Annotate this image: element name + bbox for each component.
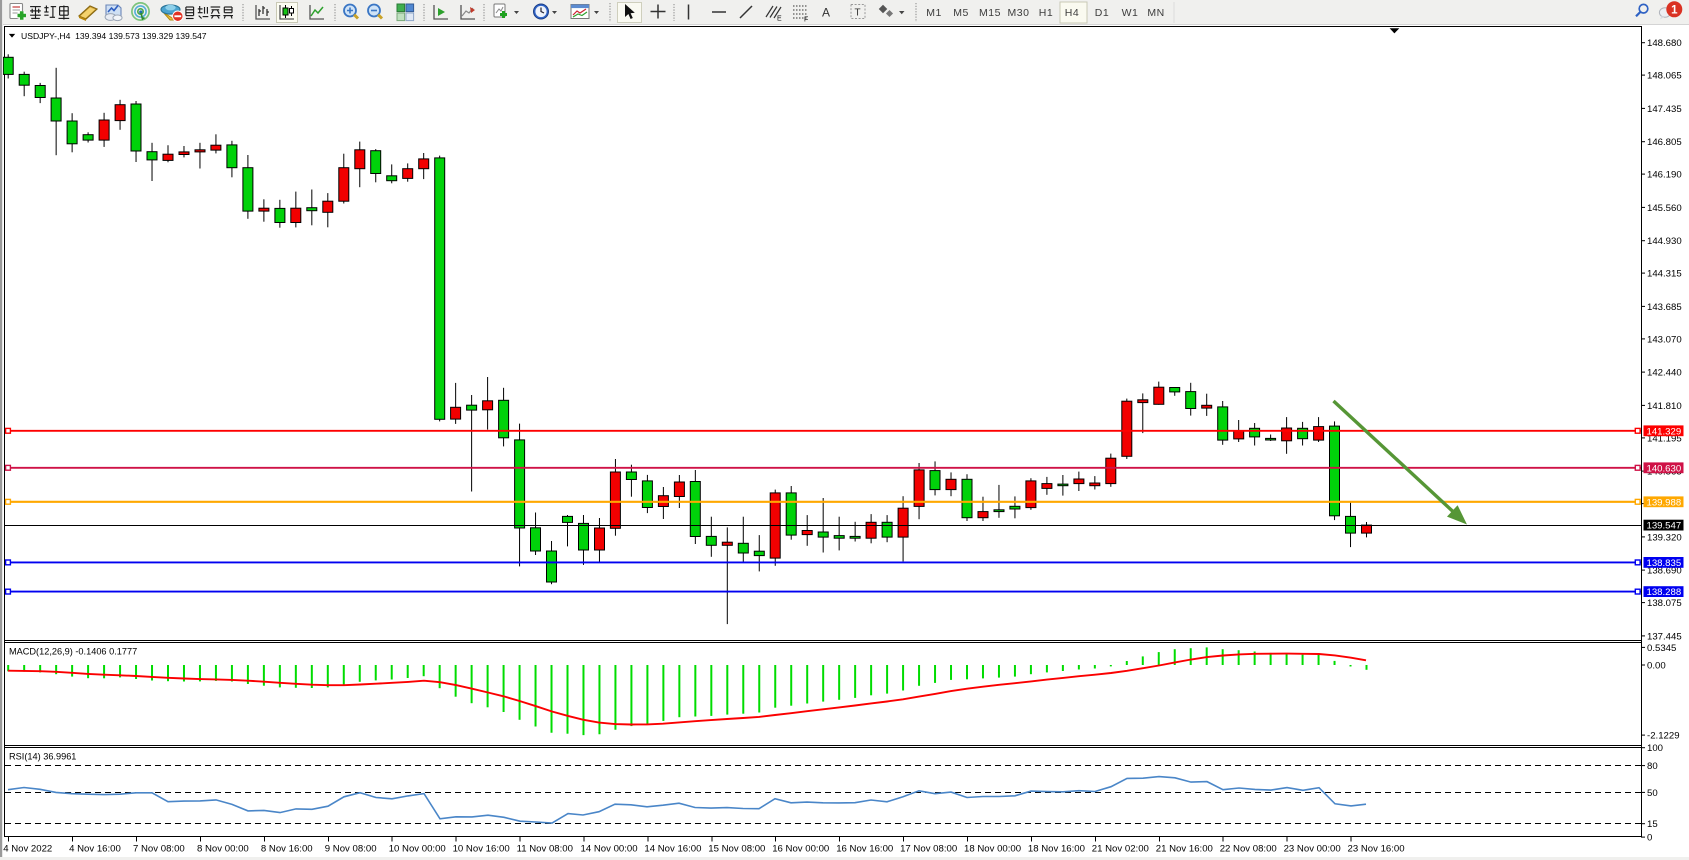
svg-text:1: 1 xyxy=(1671,4,1678,16)
svg-text:142.440: 142.440 xyxy=(1647,368,1682,379)
svg-text:100: 100 xyxy=(1647,743,1663,754)
svg-text:4 Nov 2022: 4 Nov 2022 xyxy=(3,844,52,855)
svg-text:H4: H4 xyxy=(1065,7,1079,19)
svg-text:M1: M1 xyxy=(926,7,942,19)
svg-text:144.315: 144.315 xyxy=(1647,269,1682,280)
svg-text:0.5345: 0.5345 xyxy=(1647,643,1676,654)
svg-text:148.065: 148.065 xyxy=(1647,71,1682,82)
svg-text:17 Nov 08:00: 17 Nov 08:00 xyxy=(900,844,957,855)
svg-text:146.190: 146.190 xyxy=(1647,170,1682,181)
svg-text:139.547: 139.547 xyxy=(1647,521,1682,532)
svg-text:E: E xyxy=(777,16,782,23)
svg-text:-2.1229: -2.1229 xyxy=(1647,731,1680,742)
svg-text:7 Nov 08:00: 7 Nov 08:00 xyxy=(133,844,185,855)
svg-text:80: 80 xyxy=(1647,761,1658,772)
svg-text:8 Nov 00:00: 8 Nov 00:00 xyxy=(197,844,249,855)
svg-text:T: T xyxy=(855,8,861,19)
svg-text:143.685: 143.685 xyxy=(1647,302,1682,313)
svg-text:148.680: 148.680 xyxy=(1647,38,1682,49)
svg-text:F: F xyxy=(804,17,808,24)
svg-text:21 Nov 02:00: 21 Nov 02:00 xyxy=(1092,844,1149,855)
svg-text:16 Nov 00:00: 16 Nov 00:00 xyxy=(772,844,829,855)
svg-text:16 Nov 16:00: 16 Nov 16:00 xyxy=(836,844,893,855)
svg-text:USDJPY-,H4 139.394 139.573 13: USDJPY-,H4 139.394 139.573 139.329 139.5… xyxy=(21,31,207,41)
svg-text:146.805: 146.805 xyxy=(1647,137,1682,148)
svg-text:D1: D1 xyxy=(1095,7,1109,19)
svg-text:9 Nov 08:00: 9 Nov 08:00 xyxy=(325,844,377,855)
svg-text:147.435: 147.435 xyxy=(1647,104,1682,115)
svg-text:15 Nov 08:00: 15 Nov 08:00 xyxy=(708,844,765,855)
svg-text:138.690: 138.690 xyxy=(1647,566,1682,577)
svg-text:143.070: 143.070 xyxy=(1647,334,1682,345)
svg-text:140.630: 140.630 xyxy=(1647,463,1682,474)
svg-text:144.930: 144.930 xyxy=(1647,236,1682,247)
svg-text:4 Nov 16:00: 4 Nov 16:00 xyxy=(69,844,121,855)
svg-text:10 Nov 16:00: 10 Nov 16:00 xyxy=(453,844,510,855)
svg-text:H1: H1 xyxy=(1039,7,1053,19)
svg-text:141.810: 141.810 xyxy=(1647,401,1682,412)
svg-text:50: 50 xyxy=(1647,788,1658,799)
svg-text:18 Nov 16:00: 18 Nov 16:00 xyxy=(1028,844,1085,855)
svg-text:138.288: 138.288 xyxy=(1647,587,1682,598)
svg-text:139.320: 139.320 xyxy=(1647,532,1682,543)
svg-text:21 Nov 16:00: 21 Nov 16:00 xyxy=(1156,844,1213,855)
svg-text:14 Nov 16:00: 14 Nov 16:00 xyxy=(644,844,701,855)
svg-text:0: 0 xyxy=(1647,833,1652,844)
svg-text:141.329: 141.329 xyxy=(1647,426,1682,437)
svg-text:W1: W1 xyxy=(1122,7,1139,19)
svg-text:137.445: 137.445 xyxy=(1647,631,1682,642)
svg-text:23 Nov 16:00: 23 Nov 16:00 xyxy=(1348,844,1405,855)
svg-text:138.835: 138.835 xyxy=(1647,558,1682,569)
svg-text:8 Nov 16:00: 8 Nov 16:00 xyxy=(261,844,313,855)
svg-text:139.988: 139.988 xyxy=(1647,497,1682,508)
svg-text:M15: M15 xyxy=(979,7,1001,19)
svg-text:141.195: 141.195 xyxy=(1647,433,1682,444)
svg-text:M5: M5 xyxy=(953,7,969,19)
svg-text:23 Nov 00:00: 23 Nov 00:00 xyxy=(1284,844,1341,855)
svg-text:138.075: 138.075 xyxy=(1647,598,1682,609)
svg-text:14 Nov 00:00: 14 Nov 00:00 xyxy=(581,844,638,855)
svg-text:22 Nov 08:00: 22 Nov 08:00 xyxy=(1220,844,1277,855)
svg-text:18 Nov 00:00: 18 Nov 00:00 xyxy=(964,844,1021,855)
svg-text:MN: MN xyxy=(1147,7,1164,19)
svg-text:15: 15 xyxy=(1647,819,1658,830)
svg-text:RSI(14) 36.9961: RSI(14) 36.9961 xyxy=(9,752,76,762)
svg-text:M30: M30 xyxy=(1008,7,1030,19)
svg-text:145.560: 145.560 xyxy=(1647,203,1682,214)
svg-text:MACD(12,26,9) -0.1406 0.1777: MACD(12,26,9) -0.1406 0.1777 xyxy=(9,647,137,657)
svg-text:11 Nov 08:00: 11 Nov 08:00 xyxy=(517,844,573,855)
svg-text:0.00: 0.00 xyxy=(1647,660,1666,671)
svg-text:A: A xyxy=(822,6,830,20)
svg-text:10 Nov 00:00: 10 Nov 00:00 xyxy=(389,844,446,855)
